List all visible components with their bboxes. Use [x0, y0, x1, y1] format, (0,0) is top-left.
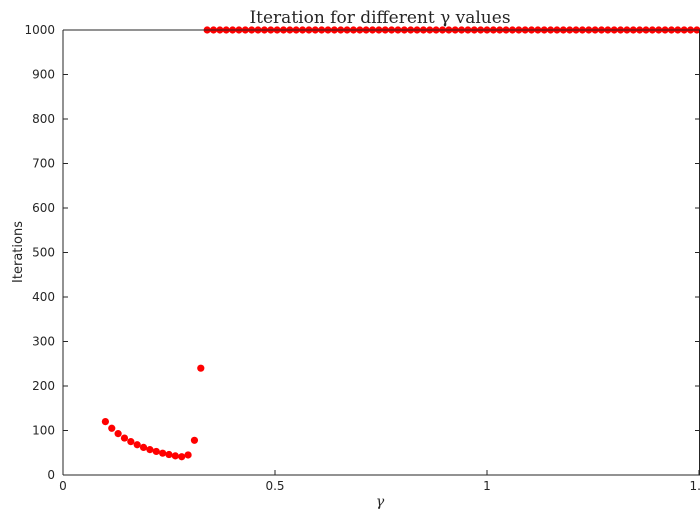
y-tick-label: 300	[32, 335, 55, 349]
y-tick-label: 0	[47, 468, 55, 482]
x-tick-label: 0	[59, 479, 67, 493]
x-tick-label: 0.5	[265, 479, 284, 493]
x-tick-label: 1.5	[689, 479, 700, 493]
data-point	[127, 438, 135, 446]
data-point	[171, 452, 179, 460]
data-point	[146, 446, 154, 454]
x-tick-label: 1	[483, 479, 491, 493]
data-point	[184, 451, 192, 459]
y-tick-label: 700	[32, 157, 55, 171]
y-axis-title: Iterations	[11, 221, 26, 283]
data-point	[190, 436, 199, 444]
y-tick-label: 600	[32, 201, 55, 215]
chart-title: Iteration for different γ values	[249, 8, 510, 28]
data-point	[165, 450, 173, 459]
y-tick-label: 200	[32, 379, 55, 393]
plot-area	[63, 30, 700, 475]
data-point	[178, 453, 186, 461]
data-point	[197, 364, 205, 372]
y-tick-label: 1000	[24, 23, 55, 37]
y-tick-label: 900	[32, 68, 55, 82]
axis-ticks: 0 0.5 1 1.5 0 100 200 300 400 500 600 700 800 900 1000	[24, 23, 700, 493]
y-tick-label: 500	[32, 246, 55, 260]
data-point	[133, 441, 141, 449]
data-point	[152, 447, 160, 456]
data-point	[114, 430, 122, 438]
y-tick-label: 100	[32, 424, 55, 438]
y-tick-label: 400	[32, 290, 55, 304]
data-point	[108, 424, 116, 432]
data-point	[101, 418, 109, 426]
data-point	[120, 434, 129, 442]
data-point	[159, 449, 167, 457]
x-axis-title: γ	[376, 494, 385, 509]
data-point	[139, 443, 148, 452]
y-tick-label: 800	[32, 112, 55, 126]
